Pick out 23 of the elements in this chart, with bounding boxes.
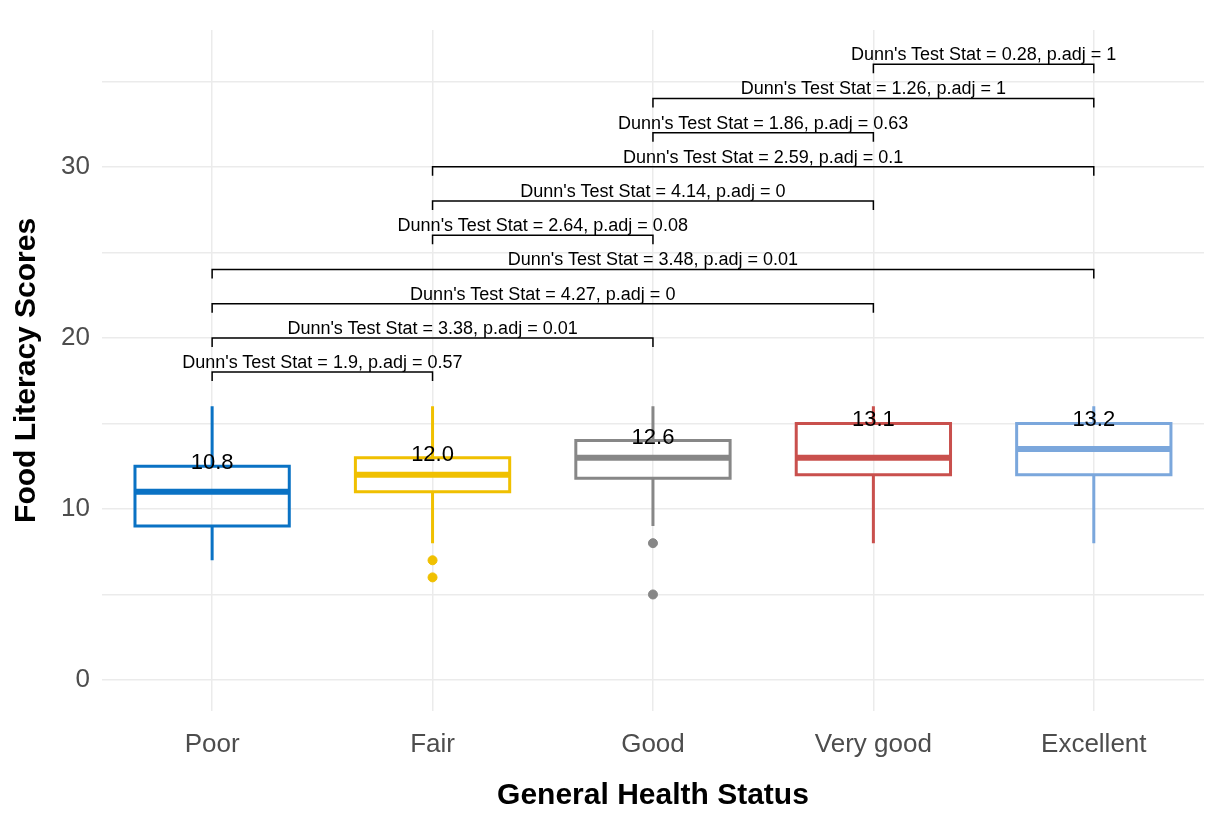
y-tick-label: 30 xyxy=(61,150,90,181)
annotation: Dunn's Test Stat = 1.86, p.adj = 0.63 xyxy=(618,112,909,133)
annotation: Dunn's Test Stat = 4.14, p.adj = 0 xyxy=(520,181,786,202)
annotation: 13.2 xyxy=(1072,406,1116,432)
y-tick-label: 0 xyxy=(75,663,90,694)
annotation: 12.6 xyxy=(631,423,675,449)
x-tick-label: Poor xyxy=(184,727,240,758)
annotation: Dunn's Test Stat = 2.64, p.adj = 0.08 xyxy=(397,215,688,236)
x-axis-title: General Health Status xyxy=(497,777,809,811)
x-tick-label: Excellent xyxy=(1041,727,1148,758)
annotation: Dunn's Test Stat = 4.27, p.adj = 0 xyxy=(410,283,676,304)
annotation: Dunn's Test Stat = 0.28, p.adj = 1 xyxy=(850,44,1117,65)
y-tick-label: 10 xyxy=(61,492,90,523)
annotation: Dunn's Test Stat = 3.48, p.adj = 0.01 xyxy=(507,249,799,270)
annotation: Dunn's Test Stat = 1.9, p.adj = 0.57 xyxy=(182,352,463,373)
annotation: Dunn's Test Stat = 1.26, p.adj = 1 xyxy=(740,78,1007,99)
y-axis-title: Food Literacy Scores xyxy=(8,217,42,523)
x-tick-label: Very good xyxy=(814,727,932,758)
x-tick-label: Good xyxy=(621,727,685,758)
annotation: Dunn's Test Stat = 3.38, p.adj = 0.01 xyxy=(287,317,578,338)
annotation: Dunn's Test Stat = 2.59, p.adj = 0.1 xyxy=(623,146,904,167)
x-tick-label: Fair xyxy=(410,727,456,758)
y-tick-label: 20 xyxy=(61,321,90,352)
